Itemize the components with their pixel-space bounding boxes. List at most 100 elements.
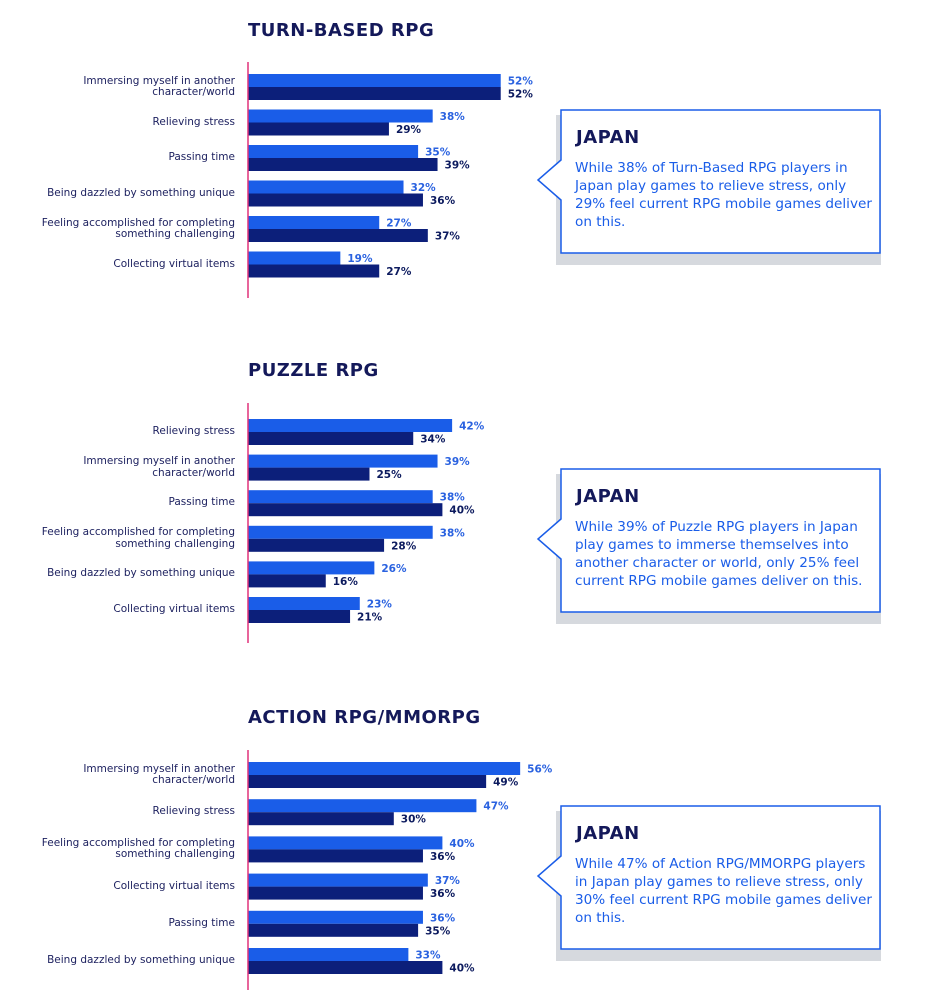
value-label: 49% xyxy=(493,777,519,789)
value-label: 27% xyxy=(386,266,412,278)
value-label: 40% xyxy=(449,505,475,517)
category-label: Being dazzled by something unique xyxy=(47,567,235,580)
chart-title: ACTION RPG/MMORPG xyxy=(248,707,481,728)
value-label: 36% xyxy=(430,195,456,207)
bar xyxy=(248,145,419,158)
value-label: 26% xyxy=(381,563,407,575)
value-label: 16% xyxy=(333,576,359,588)
callout-text: While 39% of Puzzle RPG players in Japan… xyxy=(575,519,863,589)
value-label: 36% xyxy=(430,888,456,900)
value-label: 36% xyxy=(430,912,456,924)
callout-title: JAPAN xyxy=(576,127,640,148)
value-label: 19% xyxy=(347,253,373,265)
value-label: 30% xyxy=(401,814,427,826)
category-label: Feeling accomplished for completing some… xyxy=(41,836,235,861)
category-label: Feeling accomplished for completing some… xyxy=(41,526,235,550)
value-label: 27% xyxy=(386,218,412,230)
bar xyxy=(248,886,423,900)
chart-title: TURN-BASED RPG xyxy=(248,20,435,41)
value-label: 40% xyxy=(449,838,475,850)
bar xyxy=(248,610,351,623)
category-label: Relieving stress xyxy=(152,115,235,128)
bar xyxy=(248,923,419,937)
value-label: 39% xyxy=(445,160,471,172)
value-label: 52% xyxy=(508,76,534,88)
callout-title: JAPAN xyxy=(576,486,640,507)
callout-title: JAPAN xyxy=(576,823,640,844)
value-label: 34% xyxy=(420,434,446,446)
value-label: 29% xyxy=(396,124,422,136)
value-label: 32% xyxy=(411,182,437,194)
category-label: Feeling accomplished for completing some… xyxy=(41,216,235,240)
category-label: Collecting virtual items xyxy=(113,603,235,615)
bar xyxy=(248,525,433,539)
bar xyxy=(248,538,385,552)
bar xyxy=(248,910,423,924)
bar xyxy=(248,87,501,100)
category-label: Immersing myself in another character/wo… xyxy=(83,74,235,98)
category-label: Relieving stress xyxy=(152,425,235,437)
bar xyxy=(248,836,443,850)
value-label: 33% xyxy=(415,950,441,962)
bar xyxy=(248,419,453,432)
bar xyxy=(248,799,477,813)
value-label: 35% xyxy=(425,925,451,937)
value-label: 28% xyxy=(391,540,417,552)
category-label: Passing time xyxy=(168,496,235,509)
value-label: 38% xyxy=(440,492,466,504)
category-label: Collecting virtual items xyxy=(113,257,235,270)
bar xyxy=(248,561,375,575)
chart-title: PUZZLE RPG xyxy=(248,360,379,381)
bar xyxy=(248,180,404,194)
value-label: 36% xyxy=(430,851,456,863)
category-label: Relieving stress xyxy=(152,805,235,818)
bar xyxy=(248,775,487,788)
bar xyxy=(248,193,423,207)
value-label: 38% xyxy=(440,111,466,123)
value-label: 42% xyxy=(459,421,485,433)
bar xyxy=(248,762,521,775)
bar xyxy=(248,264,380,278)
bar xyxy=(248,229,428,242)
value-label: 23% xyxy=(367,599,393,611)
bar xyxy=(248,216,380,229)
bar xyxy=(248,574,326,588)
value-label: 56% xyxy=(527,764,553,776)
category-label: Collecting virtual items xyxy=(113,879,235,892)
bar xyxy=(248,948,409,961)
value-label: 52% xyxy=(508,89,534,101)
value-label: 39% xyxy=(445,456,471,468)
bar xyxy=(248,467,370,481)
category-label: Being dazzled by something unique xyxy=(47,186,235,199)
bar xyxy=(248,503,443,517)
category-label: Immersing myself in another character/wo… xyxy=(83,762,235,786)
bar xyxy=(248,158,438,171)
bar xyxy=(248,432,414,445)
bar xyxy=(248,74,501,87)
value-label: 35% xyxy=(425,147,451,159)
bar xyxy=(248,251,341,265)
category-label: Passing time xyxy=(168,916,235,929)
bar xyxy=(248,961,443,974)
value-label: 21% xyxy=(357,612,383,624)
callout-box xyxy=(536,805,881,950)
bar xyxy=(248,109,433,123)
bar xyxy=(248,849,423,863)
callout-text: While 38% of Turn-Based RPG players in J… xyxy=(575,160,872,230)
bar xyxy=(248,873,428,887)
value-label: 37% xyxy=(435,875,461,887)
value-label: 38% xyxy=(440,527,466,539)
category-label: Passing time xyxy=(168,151,235,163)
bar xyxy=(248,454,438,468)
value-label: 40% xyxy=(449,963,475,975)
callout-text: While 47% of Action RPG/MMORPG players i… xyxy=(575,856,872,926)
value-label: 47% xyxy=(483,801,509,813)
bar xyxy=(248,597,360,610)
callout-box xyxy=(536,468,881,613)
category-label: Immersing myself in another character/wo… xyxy=(83,455,235,479)
bar xyxy=(248,812,394,826)
value-label: 25% xyxy=(377,469,403,481)
category-label: Being dazzled by something unique xyxy=(47,954,235,966)
